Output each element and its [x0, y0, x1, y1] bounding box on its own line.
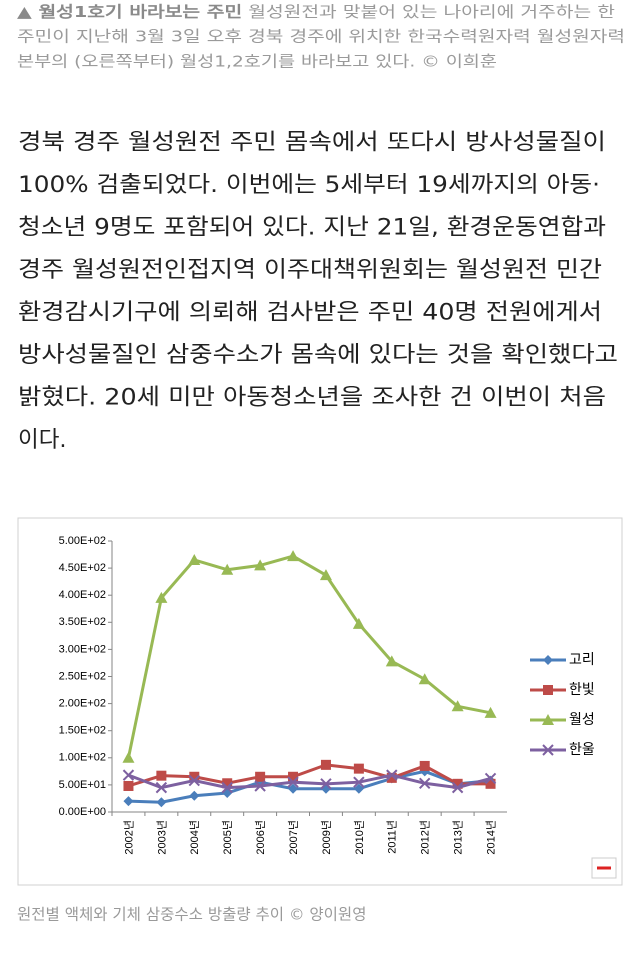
- photo-caption-line: 본부의 (오른쪽부터) 월성1,2호기를 바라보고 있다. © 이희훈: [17, 53, 497, 71]
- legend-marker: [542, 744, 554, 756]
- data-point: [353, 783, 364, 794]
- data-point: [451, 700, 464, 712]
- data-point: [189, 771, 200, 782]
- legend-marker: [543, 655, 553, 665]
- y-tick-label: 2.00E+02: [59, 698, 106, 710]
- data-point: [484, 772, 497, 785]
- photo-caption-text: 월성원전과 맞붙어 있는 나아리에 거주하는 한: [242, 3, 615, 21]
- x-tick-label: 2011년: [386, 820, 399, 854]
- x-tick-label: 2014년: [484, 820, 497, 855]
- data-point: [122, 751, 135, 763]
- data-point: [419, 777, 431, 789]
- data-point: [452, 778, 463, 789]
- data-point: [221, 781, 233, 794]
- y-tick-label: 5.00E+01: [59, 779, 106, 791]
- data-point: [155, 781, 168, 794]
- chart-frame: [17, 517, 623, 886]
- data-point: [353, 763, 364, 774]
- photo-caption-line: ▲ 월성1호기 바라보는 주민 월성원전과 맞붙어 있는 나아리에 거주하는 한: [17, 3, 615, 21]
- article-line: 청소년 9명도 포함되어 있다. 지난 21일, 환경운동연합과: [18, 215, 606, 241]
- data-point: [254, 780, 266, 792]
- data-point: [287, 776, 299, 788]
- article-line: 방사성물질인 삼중수소가 몸속에 있다는 것을 확인했다고: [18, 342, 618, 368]
- series-line: [127, 773, 491, 790]
- y-tick-label: 4.00E+02: [59, 589, 106, 601]
- legend-marker: [543, 685, 553, 695]
- legend-label: 한빛: [569, 682, 595, 698]
- data-point: [419, 760, 430, 771]
- data-point: [288, 771, 299, 782]
- photo-caption-title: ▲ 월성1호기 바라보는 주민: [17, 3, 242, 21]
- data-point: [222, 778, 233, 789]
- data-point: [320, 759, 331, 770]
- legend-label: 고리: [569, 652, 595, 668]
- y-tick-label: 2.50E+02: [59, 670, 106, 682]
- x-tick-label: 2004년: [188, 820, 201, 855]
- series-line: [128, 769, 491, 804]
- x-tick-label: 2003년: [155, 820, 168, 855]
- data-point: [255, 771, 266, 782]
- data-point: [221, 563, 234, 575]
- data-point: [319, 569, 332, 581]
- photo-caption-line: 주민이 지난해 3월 3일 오후 경북 경주에 위치한 한국수력원자력 월성원자…: [17, 28, 625, 46]
- legend-label: 월성: [569, 712, 595, 728]
- data-point: [385, 655, 398, 667]
- data-point: [386, 769, 398, 781]
- data-point: [188, 553, 201, 565]
- y-tick-label: 1.50E+02: [59, 725, 106, 737]
- x-tick-label: 2012년: [419, 820, 432, 855]
- data-point: [156, 797, 167, 808]
- data-point: [123, 796, 134, 807]
- legend-marker: [542, 714, 554, 725]
- x-tick-label: 2002년: [122, 820, 135, 855]
- data-point: [156, 770, 167, 781]
- x-tick-label: 2006년: [254, 820, 267, 855]
- x-tick-label: 2013년: [452, 820, 465, 855]
- y-tick-label: 1.00E+02: [59, 752, 106, 764]
- data-point: [320, 778, 332, 790]
- data-point: [189, 790, 200, 801]
- y-tick-label: 4.50E+02: [59, 562, 106, 574]
- data-point: [122, 769, 135, 781]
- data-point: [418, 673, 431, 685]
- x-tick-label: 2009년: [320, 820, 333, 855]
- data-point: [254, 559, 267, 571]
- data-point: [123, 780, 134, 791]
- x-tick-label: 2007년: [287, 820, 300, 855]
- chart-caption: 원전별 액체와 기체 삼중수소 방출량 추이 © 양이원영: [17, 906, 366, 924]
- data-point: [288, 783, 299, 794]
- data-point: [188, 774, 200, 787]
- article-line: 환경감시기구에 의뢰해 검사받은 주민 40명 전원에게서: [18, 300, 602, 326]
- data-point: [287, 550, 300, 562]
- y-tick-label: 3.00E+02: [59, 643, 106, 655]
- data-point: [155, 591, 168, 603]
- data-point: [353, 776, 365, 788]
- x-tick-label: 2005년: [221, 820, 234, 855]
- data-point: [451, 781, 464, 794]
- data-point: [485, 778, 496, 789]
- data-point: [386, 772, 397, 783]
- y-tick-label: 5.00E+02: [59, 535, 106, 547]
- x-tick-label: 2010년: [353, 820, 366, 855]
- series-line: [128, 763, 491, 788]
- data-point: [352, 617, 365, 629]
- y-tick-label: 3.50E+02: [59, 616, 106, 628]
- article-line: 이다.: [18, 427, 67, 453]
- article-line: 밝혔다. 20세 미만 아동청소년을 조사한 건 이번이 처음: [18, 385, 606, 411]
- legend-label: 한울: [569, 742, 595, 758]
- article-line: 경북 경주 월성원전 주민 몸속에서 또다시 방사성물질이: [18, 130, 606, 156]
- article-line: 경주 월성원전인접지역 이주대책위원회는 월성원전 민간: [18, 257, 602, 283]
- article-line: 100% 검출되었다. 이번에는 5세부터 19세까지의 아동·: [18, 172, 600, 198]
- y-tick-label: 0.00E+00: [59, 806, 106, 818]
- data-point: [484, 706, 497, 718]
